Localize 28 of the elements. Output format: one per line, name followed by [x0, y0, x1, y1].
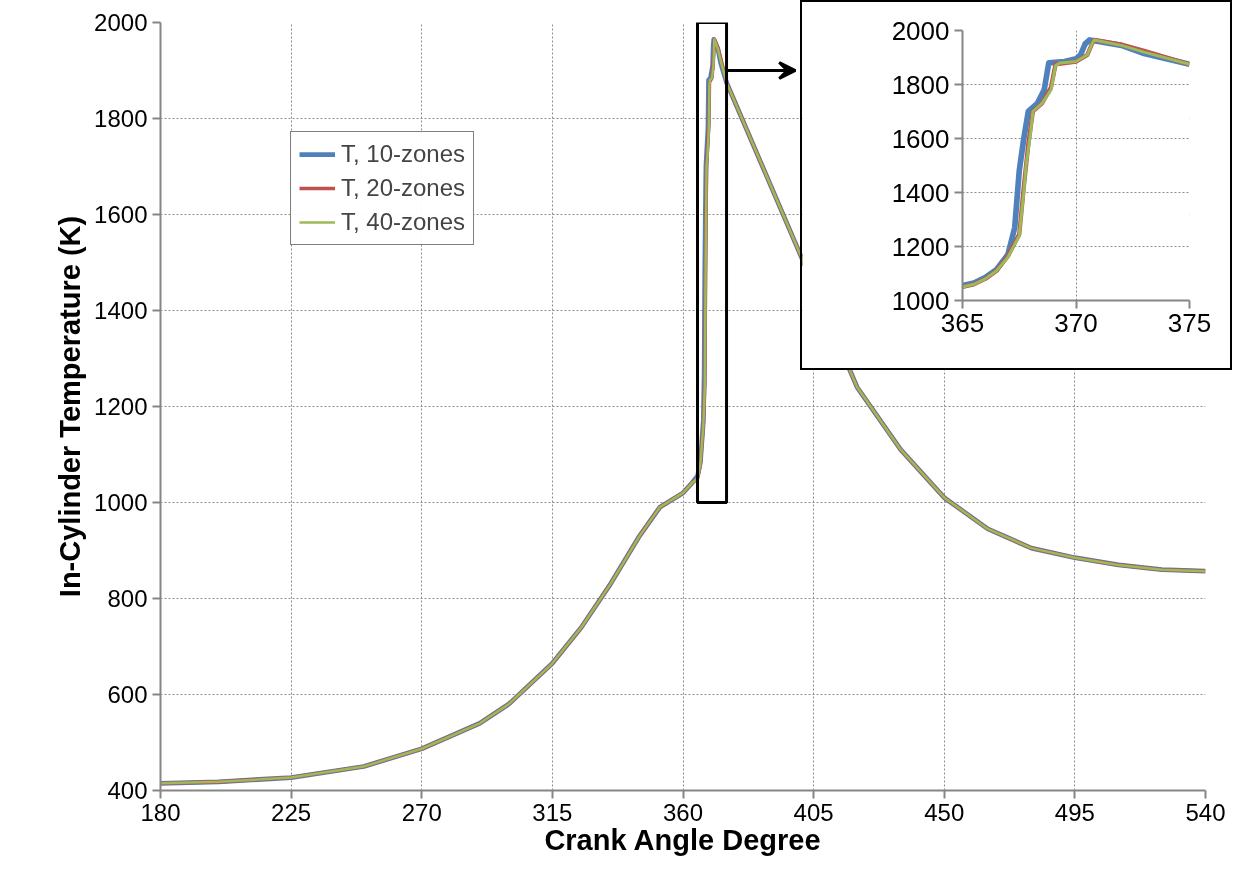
x-tick-label: 375	[1167, 307, 1212, 338]
x-tick-label: 225	[271, 798, 312, 826]
y-tick-label: 1200	[94, 393, 148, 420]
x-tick-label: 315	[532, 798, 573, 826]
y-tick-label: 1800	[891, 69, 950, 100]
x-axis-title: Crank Angle Degree	[544, 823, 821, 856]
x-tick-label: 495	[1054, 798, 1095, 826]
y-tick-label: 1600	[94, 201, 148, 228]
x-tick-label: 405	[793, 798, 834, 826]
y-tick-label: 600	[107, 681, 148, 708]
y-tick-label: 1000	[94, 489, 148, 516]
legend-label: T, 10-zones	[341, 140, 466, 168]
y-tick-label: 1200	[891, 231, 950, 262]
y-axis-title: In-Cylinder Temperature (K)	[54, 215, 87, 598]
legend-label: T, 20-zones	[341, 174, 466, 202]
y-tick-label: 2000	[94, 9, 148, 36]
x-tick-label: 270	[401, 798, 442, 826]
y-tick-label: 800	[107, 585, 148, 612]
x-tick-label: 370	[1054, 307, 1098, 338]
y-tick-label: 1400	[94, 297, 148, 324]
y-tick-label: 2000	[891, 15, 950, 46]
x-tick-label: 360	[662, 798, 704, 826]
legend-label: T, 40-zones	[341, 208, 466, 236]
y-tick-label: 1400	[891, 177, 950, 208]
y-tick-label: 1800	[94, 105, 148, 132]
x-tick-label: 540	[1185, 798, 1226, 826]
x-tick-label: 450	[924, 798, 965, 826]
y-tick-label: 1600	[891, 123, 950, 154]
